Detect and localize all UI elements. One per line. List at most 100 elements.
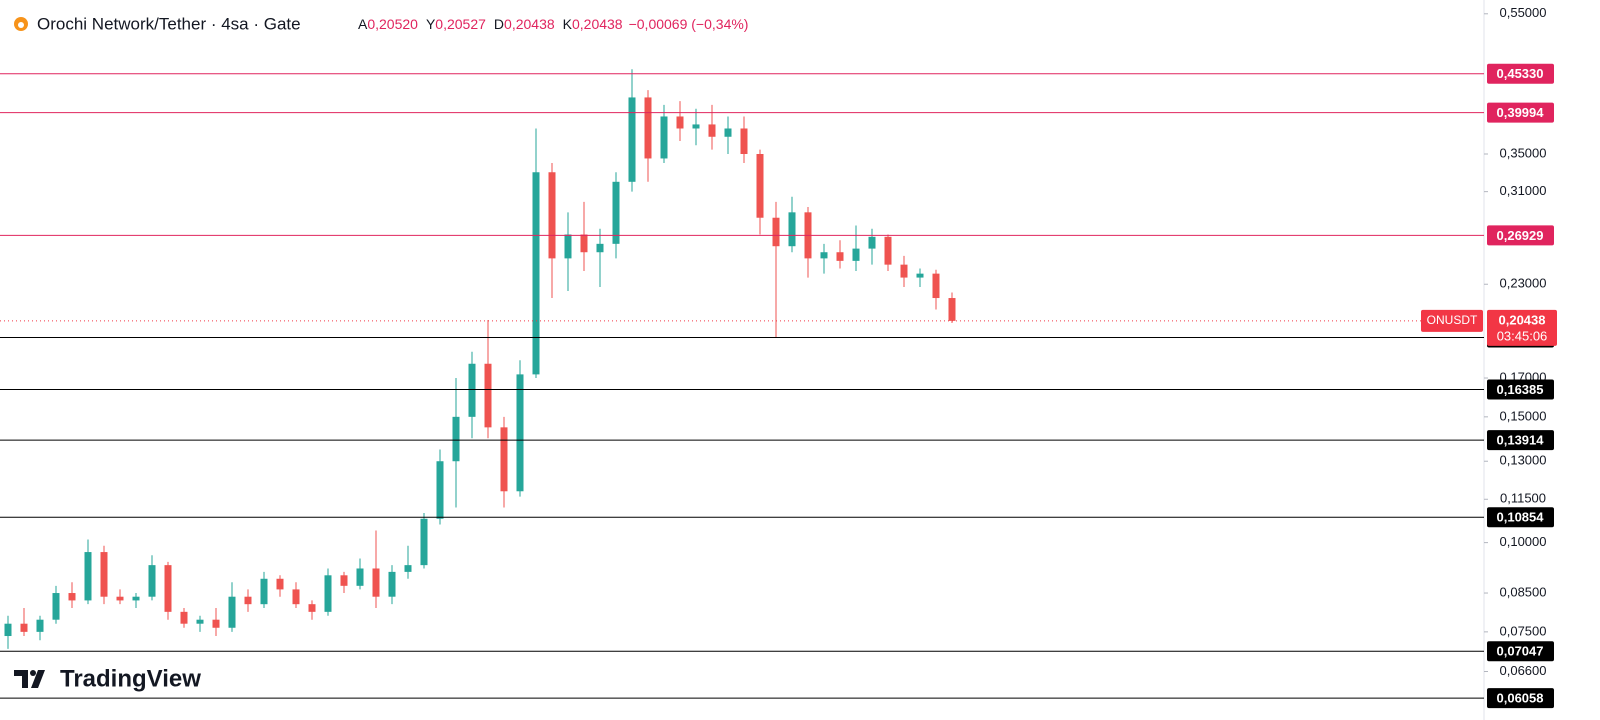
y-tick-label: 0,07500: [1500, 623, 1547, 638]
candle-body: [340, 575, 348, 586]
candle-body: [868, 236, 876, 249]
candle-body: [356, 568, 364, 586]
level-label-box: [1487, 641, 1554, 662]
candle-body: [660, 116, 668, 159]
brand-logo: TradingView: [14, 665, 201, 692]
candle-body: [244, 596, 252, 605]
level-label-box: [1487, 102, 1554, 123]
candle-body: [740, 128, 748, 154]
candle-body: [20, 623, 28, 632]
candle-body: [916, 273, 924, 278]
candle-body: [180, 611, 188, 624]
candle-body: [948, 298, 956, 321]
candle-body: [644, 97, 652, 159]
last-price-box: [1487, 309, 1557, 346]
candle-body: [372, 568, 380, 597]
price-axis: 0,550000,350000,310000,230000,170000,150…: [1421, 5, 1557, 709]
countdown: 03:45:06: [1497, 328, 1548, 343]
candle-body: [324, 575, 332, 612]
legend-value: 0,20520: [367, 16, 418, 32]
candle-body: [484, 363, 492, 428]
legend-value: 0,20527: [435, 16, 486, 32]
candle-body: [292, 589, 300, 605]
candle-body: [548, 172, 556, 259]
level-label: 0,39994: [1497, 105, 1545, 120]
level-label: 0,06058: [1497, 691, 1544, 706]
level-label-box: [1487, 225, 1554, 246]
candle-body: [756, 153, 764, 218]
candle-body: [884, 236, 892, 265]
last-price-label: 0,20438: [1499, 312, 1546, 327]
candle-body: [148, 565, 156, 597]
candle-body: [276, 578, 284, 590]
level-label-box: [1487, 63, 1554, 84]
legend-change: −0,00069 (−0,34%): [629, 16, 749, 32]
candle-body: [836, 252, 844, 261]
candle-body: [228, 596, 236, 628]
candle-body: [100, 552, 108, 597]
candle-body: [196, 619, 204, 624]
legend-key: D: [494, 16, 504, 32]
level-label: 0,26929: [1497, 228, 1544, 243]
y-tick-label: 0,06600: [1500, 663, 1547, 678]
legend-value: 0,20438: [504, 16, 555, 32]
candle-body: [724, 128, 732, 137]
symbol-box: [1421, 309, 1483, 332]
candle-body: [932, 273, 940, 299]
legend-value: 0,20438: [572, 16, 623, 32]
candle-body: [260, 578, 268, 605]
candle-body: [852, 248, 860, 261]
level-label-box: [1487, 507, 1554, 528]
candle-body: [116, 596, 124, 601]
y-tick-label: 0,13000: [1500, 453, 1547, 468]
level-label: 0,45330: [1497, 66, 1544, 81]
logo-mark: [14, 670, 45, 688]
y-tick-label: 0,55000: [1500, 5, 1547, 20]
symbol-icon-inner: [18, 22, 24, 28]
candle-body: [500, 427, 508, 492]
candle-body: [420, 518, 428, 566]
plot-area: [0, 69, 1484, 699]
level-label-box: [1487, 430, 1554, 451]
candle-body: [516, 374, 524, 492]
candle-body: [52, 593, 60, 620]
level-label: 0,13914: [1497, 433, 1545, 448]
candle-body: [404, 565, 412, 572]
candle-body: [4, 623, 12, 637]
y-tick-label: 0,23000: [1500, 276, 1547, 291]
candle-body: [532, 172, 540, 375]
legend-key: K: [563, 16, 573, 32]
candle-body: [596, 243, 604, 253]
level-label: 0,10854: [1497, 510, 1545, 525]
level-label: 0,07047: [1497, 644, 1544, 659]
level-label: 0,16385: [1497, 382, 1544, 397]
candle-body: [212, 619, 220, 628]
candle-body: [68, 593, 76, 601]
level-label-box: [1487, 379, 1554, 400]
y-tick-label: 0,08500: [1500, 584, 1547, 599]
level-label-box: [1487, 688, 1554, 709]
candle-body: [580, 234, 588, 253]
candle-body: [676, 116, 684, 129]
candle-body: [308, 604, 316, 612]
candle-body: [164, 565, 172, 612]
candle-body: [468, 363, 476, 417]
candle-body: [132, 596, 140, 601]
candle-body: [564, 234, 572, 259]
candle-body: [612, 181, 620, 244]
candle-body: [452, 416, 460, 462]
legend-key: A: [358, 16, 368, 32]
y-tick-label: 0,15000: [1500, 408, 1547, 423]
candle-body: [692, 124, 700, 129]
y-tick-label: 0,35000: [1500, 145, 1547, 160]
legend-key: Y: [426, 16, 436, 32]
candle-body: [708, 124, 716, 137]
logo-dot: [30, 670, 36, 676]
ohlc-legend: A0,20520 Y0,20527 D0,20438 K0,20438 −0,00069…: [358, 16, 748, 32]
y-tick-label: 0,11500: [1500, 491, 1546, 506]
candle-body: [788, 212, 796, 247]
candle-body: [36, 619, 44, 632]
y-tick-label: 0,31000: [1500, 183, 1547, 198]
